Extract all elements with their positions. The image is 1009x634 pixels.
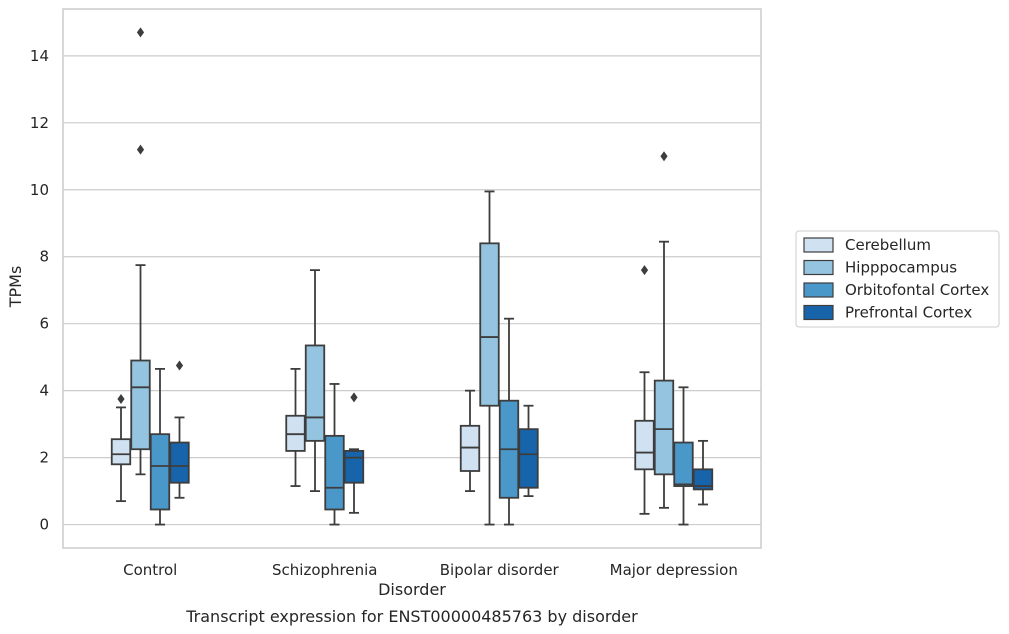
box — [518, 428, 539, 489]
box-group — [518, 404, 539, 498]
box — [110, 438, 132, 466]
outlier-point — [136, 144, 145, 155]
box — [304, 344, 326, 442]
box — [634, 419, 655, 471]
outlier-point — [660, 151, 668, 162]
outlier-point — [136, 27, 145, 38]
box — [169, 441, 190, 484]
box-group — [285, 367, 306, 487]
x-axis-title: Disorder — [378, 580, 446, 599]
y-tick-label: 4 — [39, 382, 49, 400]
box-group — [110, 394, 132, 503]
y-tick-label: 14 — [30, 47, 49, 65]
box-group — [130, 27, 151, 476]
y-tick-label: 10 — [30, 181, 49, 199]
legend-label: Orbitofontal Cortex — [845, 281, 989, 299]
box — [343, 450, 365, 484]
x-tick-label: Major depression — [610, 561, 738, 579]
outlier-point — [175, 360, 184, 371]
box — [324, 434, 345, 511]
x-tick-label: Schizophrenia — [272, 561, 377, 579]
box-group — [459, 389, 481, 492]
box-group — [304, 269, 326, 492]
box-group — [149, 367, 171, 526]
box — [149, 433, 171, 511]
x-tick-label: Bipolar disorder — [440, 561, 560, 579]
outlier-point — [117, 394, 125, 405]
legend-swatch — [803, 259, 834, 276]
box — [673, 441, 694, 487]
legend-swatch — [803, 282, 834, 298]
box-group — [498, 317, 520, 526]
box-group — [343, 392, 365, 514]
y-tick-label: 0 — [39, 516, 49, 534]
box-group — [169, 360, 190, 499]
y-tick-label: 12 — [30, 114, 49, 132]
legend-swatch — [803, 304, 834, 321]
box-layer — [110, 27, 714, 526]
plot-area-frame — [62, 8, 762, 549]
box — [692, 468, 714, 491]
box — [130, 359, 151, 451]
box-group — [479, 190, 500, 526]
y-tick-label: 2 — [39, 449, 49, 467]
legend-label: Prefrontal Cortex — [845, 304, 972, 322]
y-tick-label: 8 — [39, 248, 49, 266]
y-axis-title: TPMs — [6, 266, 25, 309]
box-group — [673, 386, 694, 526]
y-axis-ticks: 0 2 4 6 8 10 12 14 — [30, 47, 49, 534]
box-group — [692, 439, 714, 506]
box-group — [324, 383, 345, 526]
box-group — [634, 265, 655, 515]
box — [653, 379, 675, 476]
x-tick-label: Control — [123, 561, 177, 579]
y-tick-label: 6 — [39, 315, 49, 333]
outlier-point — [640, 265, 649, 276]
legend: Cerebellum Hipppocampus Orbitofontal Corte… — [795, 230, 1000, 328]
outlier-point — [350, 392, 358, 403]
legend-swatch — [803, 237, 834, 253]
x-axis-ticks: Control Schizophrenia Bipolar disorder Majo… — [123, 561, 738, 579]
legend-frame — [795, 230, 1000, 328]
chart-caption: Transcript expression for ENST0000048576… — [185, 607, 638, 626]
legend-label: Hipppocampus — [845, 259, 957, 277]
box-group — [653, 151, 675, 509]
box — [479, 242, 500, 407]
legend-label: Cerebellum — [845, 236, 931, 254]
